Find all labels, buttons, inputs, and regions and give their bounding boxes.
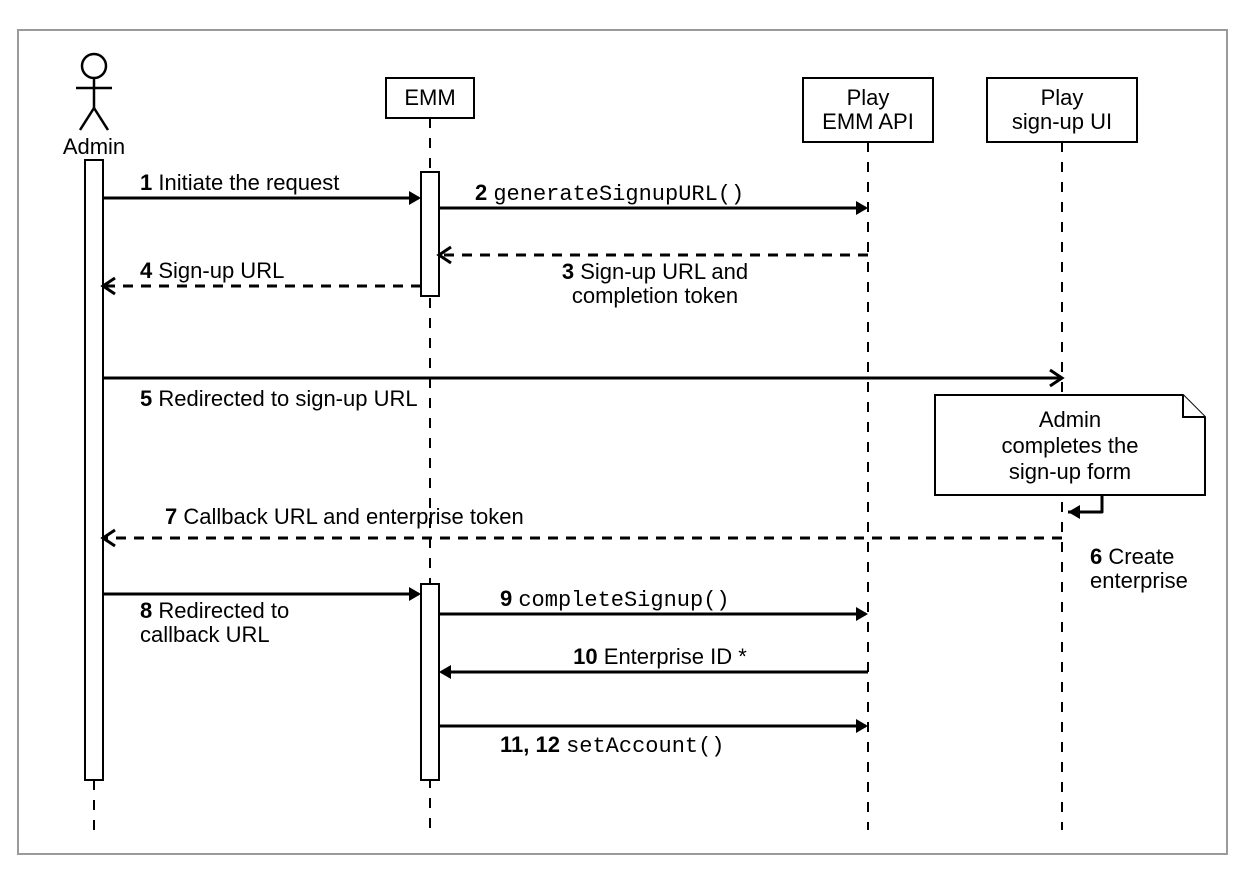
participant-label: Play [847,85,890,110]
participant-api: PlayEMM API [803,78,933,142]
message-label: 1 Initiate the request [140,170,339,195]
message-3: 3 Sign-up URL andcompletion token [439,247,868,308]
note-text: Admin [1039,407,1101,432]
activations [85,160,439,780]
actor-label: Admin [63,134,125,159]
message-label: 7 Callback URL and enterprise token [165,504,524,529]
message-1: 1 Initiate the request [103,170,421,205]
participant-signup: Playsign-up UI [987,78,1137,142]
note-signup-form: Admincompletes thesign-up form [935,395,1205,495]
message-label-line: enterprise [1090,568,1188,593]
message-8: 8 Redirected tocallback URL [103,587,421,647]
note-text: completes the [1002,433,1139,458]
message-9: 9 completeSignup() [439,586,868,621]
participant-label: Play [1041,85,1084,110]
message-label: 11, 12 setAccount() [500,732,725,759]
message-label: 3 Sign-up URL and [562,259,748,284]
message-label: 6 Create [1090,544,1174,569]
message-label: 8 Redirected to [140,598,289,623]
message-5: 5 Redirected to sign-up URL [103,370,1062,411]
participants: AdminEMMPlayEMM APIPlaysign-up UI [63,54,1137,159]
participant-label: EMM [404,85,455,110]
note-text: sign-up form [1009,459,1131,484]
message-label: 10 Enterprise ID * [573,644,747,669]
message-7: 7 Callback URL and enterprise token [103,504,1062,546]
message-2: 2 generateSignupURL() [439,180,868,215]
lifelines [94,118,1062,830]
participant-label: EMM API [822,109,914,134]
message-1112: 11, 12 setAccount() [439,719,868,759]
activation-emm [421,584,439,780]
message-10: 10 Enterprise ID * [439,644,868,679]
activation-emm [421,172,439,296]
message-label: 2 generateSignupURL() [475,180,744,207]
notes: Admincompletes thesign-up form [935,395,1205,495]
message-4: 4 Sign-up URL [103,258,421,294]
message-label: 4 Sign-up URL [140,258,284,283]
actor-admin: Admin [63,54,125,159]
message-6: 6 Createenterprise [1062,482,1188,593]
message-label-line: callback URL [140,622,270,647]
participant-emm: EMM [386,78,474,118]
participant-label: sign-up UI [1012,109,1112,134]
message-label: 5 Redirected to sign-up URL [140,386,418,411]
message-label: 9 completeSignup() [500,586,730,613]
activation-admin [85,160,103,780]
message-label-line: completion token [572,283,738,308]
